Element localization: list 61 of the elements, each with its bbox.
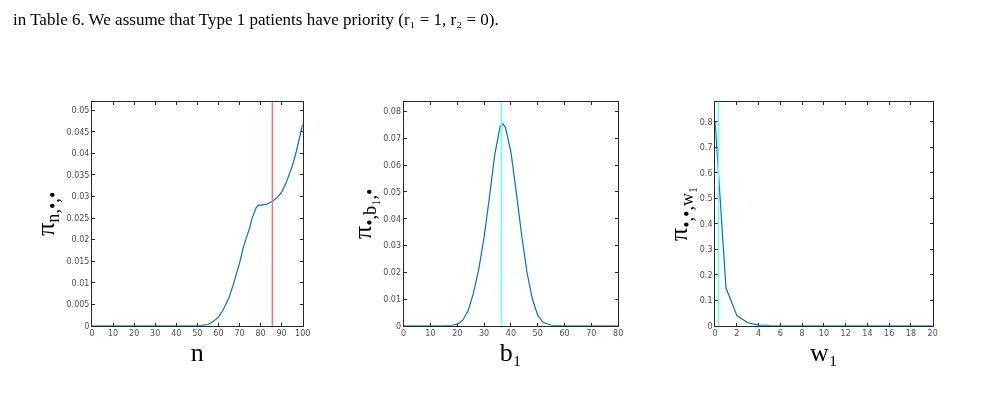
y-tick-label: 0.06 (383, 160, 401, 170)
x-tick-label: 4 (756, 329, 762, 339)
x-tick-label: 20 (452, 329, 463, 339)
x-tick-label: 6 (777, 329, 783, 339)
y-tick-label: 0.01 (383, 294, 401, 304)
x-tick-label: 30 (478, 329, 490, 339)
y-tick-label: 0.08 (383, 107, 401, 117)
x-axis-title: n (190, 338, 204, 368)
x-axis-title: b₁ (499, 338, 522, 368)
x-tick-label: 20 (927, 329, 938, 339)
y-tick-label: 0.5 (699, 194, 713, 204)
x-tick-label: 80 (613, 329, 624, 339)
x-tick-label: 10 (425, 329, 436, 339)
x-tick-label: 8 (799, 329, 805, 339)
y-tick-label: 0.05 (383, 187, 401, 197)
y-tick-label: 0.045 (66, 127, 90, 137)
x-tick-label: 50 (532, 329, 543, 339)
y-tick-label: 0.04 (71, 149, 90, 159)
y-tick-label: 0.8 (699, 117, 713, 127)
y-tick-label: 0.02 (383, 268, 401, 278)
x-tick-label: 60 (559, 329, 570, 339)
y-tick-label: 0.07 (383, 134, 401, 144)
x-tick-label: 14 (862, 329, 873, 339)
y-tick-label: 0.3 (699, 245, 713, 255)
x-tick-label: 18 (905, 329, 917, 339)
x-tick-label: 10 (818, 329, 830, 339)
y-tick-label: 0 (395, 321, 401, 331)
x-tick-label: 70 (586, 329, 597, 339)
y-tick-label: 0.03 (383, 241, 401, 251)
x-tick-label: 70 (234, 329, 245, 339)
y-tick-label: 0.005 (66, 300, 90, 310)
y-tick-label: 0.4 (699, 219, 713, 229)
y-tick-label: 0.035 (66, 170, 90, 180)
y-tick-label: 0.015 (66, 256, 90, 266)
y-tick-label: 0.05 (71, 106, 90, 116)
x-tick-label: 2 (734, 329, 740, 339)
x-tick-label: 40 (505, 329, 516, 339)
x-tick-label: 20 (129, 329, 140, 339)
y-tick-label: 0.7 (699, 143, 713, 153)
y-tick-label: 0.02 (71, 235, 90, 245)
y-tick-label: 0 (84, 321, 90, 331)
x-tick-label: 16 (884, 329, 895, 339)
x-tick-label: 40 (171, 329, 182, 339)
x-tick-label: 60 (213, 329, 224, 339)
y-tick-label: 0.025 (66, 213, 90, 223)
y-tick-label: 0.04 (383, 214, 401, 224)
x-tick-label: 10 (107, 329, 119, 339)
y-tick-label: 0.01 (71, 278, 90, 288)
x-tick-label: 12 (840, 329, 851, 339)
y-tick-label: 0 (707, 321, 713, 331)
y-tick-label: 0.6 (699, 168, 713, 178)
x-tick-label: 30 (150, 329, 161, 339)
y-tick-label: 0.1 (699, 296, 713, 306)
x-tick-label: 90 (276, 329, 287, 339)
x-tick-label: 50 (192, 329, 203, 339)
y-tick-label: 0.03 (71, 192, 90, 202)
x-tick-label: 100 (295, 329, 311, 339)
x-tick-label: 80 (255, 329, 266, 339)
text: in Table 6. We assume that Type 1 patients have priority (r₁ = 1, r₂ = 0). (13, 10, 499, 29)
y-tick-label: 0.2 (699, 270, 713, 280)
x-axis-title: w₁ (810, 338, 838, 368)
